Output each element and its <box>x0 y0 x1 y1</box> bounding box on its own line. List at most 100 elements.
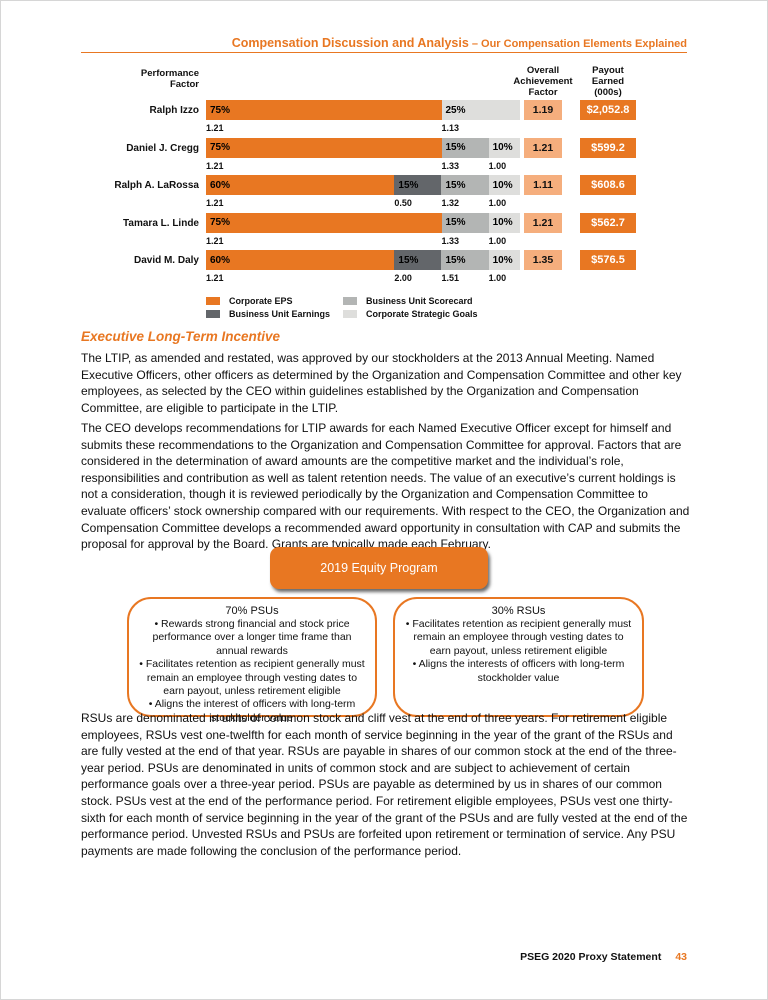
segment-factor-value: 1.21 <box>206 198 224 208</box>
stacked-bar: 60% 15% 15% 10% <box>206 250 520 270</box>
stacked-bar: 75% 25% <box>206 100 520 120</box>
diagram-bullet: • Facilitates retention as recipient gen… <box>405 618 632 657</box>
bar-segment-business_unit_scorecard: 15% <box>441 137 489 158</box>
overall-achievement-value: 1.19 <box>524 100 562 120</box>
payout-earned-value: $576.5 <box>580 250 636 270</box>
legend-label: Corporate EPS <box>229 296 293 306</box>
diagram-bullet: • Aligns the interest of officers with l… <box>148 698 356 724</box>
chart-row: Daniel J. Cregg 75% 15% 10% 1.21 1.33 1.00 1.21… <box>81 137 689 176</box>
legend-label: Business Unit Earnings <box>229 309 331 319</box>
stacked-bar: 75% 15% 10% <box>206 212 520 233</box>
segment-factor-value: 1.00 <box>488 160 507 171</box>
bar-segment-corporate_eps: 75% <box>206 100 442 120</box>
segment-factor-value: 1.33 <box>441 235 460 246</box>
legend-item: Business Unit Earnings <box>206 308 343 321</box>
payout-earned-header: Payout Earned (000s) <box>591 65 625 99</box>
executive-name: David M. Daly <box>133 255 199 266</box>
segment-factor-value: 2.00 <box>394 273 412 283</box>
equity-program-box: 2019 Equity Program <box>270 547 488 589</box>
psu-box: 70% PSUs • Rewards strong financial and … <box>127 597 377 724</box>
bar-segment-corporate_eps: 60% <box>206 175 395 195</box>
section-heading: Executive Long-Term Incentive <box>81 329 281 344</box>
footer-text: PSEG 2020 Proxy Statement <box>520 951 662 963</box>
page-number: 43 <box>675 951 687 963</box>
overall-achievement-header: Overall Achievement Factor <box>513 65 573 99</box>
chart-legend: Corporate EPS Business Unit Earnings Busin… <box>206 295 689 321</box>
chart-row: Ralph Izzo 75% 25% 1.21 1.13 1.19 $2,052.8 <box>81 100 689 138</box>
bar-segment-corporate_eps: 75% <box>206 137 442 158</box>
payout-earned-value: $608.6 <box>580 175 636 195</box>
paragraph-ceo-recommendations: The CEO develops recommendations for LTI… <box>81 421 690 552</box>
executive-name: Ralph A. LaRossa <box>114 180 199 191</box>
legend-column: Business Unit Scorecard Corporate Strateg… <box>343 295 478 321</box>
segment-factor-value: 0.50 <box>394 198 412 208</box>
overall-achievement-value: 1.21 <box>524 212 562 233</box>
segment-factor-value: 1.32 <box>441 198 460 208</box>
chart-row: Ralph A. LaRossa 60% 15% 15% 10% 1.21 0.50 1.32… <box>81 175 689 213</box>
factor-values: 1.21 1.33 1.00 <box>206 161 520 173</box>
header-subtitle: – Our Compensation Elements Explained <box>468 38 687 50</box>
bar-segment-corporate_strategic_goals: 10% <box>488 250 520 270</box>
legend-label: Corporate Strategic Goals <box>366 309 478 319</box>
factor-values: 1.21 2.00 1.51 1.00 <box>206 273 520 285</box>
payout-earned-value: $562.7 <box>580 212 636 233</box>
paragraph-rsu-psu-vesting: RSUs are denominated in units of common … <box>81 711 688 858</box>
bar-segment-corporate_strategic_goals: 25% <box>441 100 520 120</box>
bar-segment-corporate_strategic_goals: 10% <box>488 175 520 195</box>
bar-segment-business_unit_earnings: 15% <box>394 175 442 195</box>
chart-row: Tamara L. Linde 75% 15% 10% 1.21 1.33 1.00 1.21… <box>81 212 689 251</box>
payout-earned-value: $599.2 <box>580 137 636 158</box>
bar-segment-corporate_eps: 60% <box>206 250 395 270</box>
stacked-bar: 75% 15% 10% <box>206 137 520 158</box>
psu-box-title: 70% PSUs <box>225 605 279 617</box>
bar-segment-business_unit_scorecard: 15% <box>441 250 489 270</box>
chart-rows: Ralph Izzo 75% 25% 1.21 1.13 1.19 $2,052.8 Dani… <box>81 100 689 288</box>
factor-values: 1.21 0.50 1.32 1.00 <box>206 198 520 210</box>
legend-item: Corporate EPS <box>206 295 343 308</box>
diagram-bullet: • Rewards strong financial and stock pri… <box>152 618 352 657</box>
stacked-bar: 60% 15% 15% 10% <box>206 175 520 195</box>
executive-name: Daniel J. Cregg <box>126 142 199 154</box>
legend-column: Corporate EPS Business Unit Earnings <box>206 295 343 321</box>
rsu-box: 30% RSUs • Facilitates retention as reci… <box>393 597 644 717</box>
legend-item: Corporate Strategic Goals <box>343 308 478 321</box>
segment-factor-value: 1.21 <box>206 123 224 133</box>
segment-factor-value: 1.21 <box>206 235 224 246</box>
page-header: Compensation Discussion and Analysis – O… <box>81 34 687 52</box>
rsu-box-title: 30% RSUs <box>491 605 546 617</box>
bar-segment-corporate_strategic_goals: 10% <box>488 137 520 158</box>
page-footer: PSEG 2020 Proxy Statement 43 <box>520 951 687 963</box>
bar-segment-business_unit_scorecard: 15% <box>441 175 489 195</box>
diagram-bullet: • Facilitates retention as recipient gen… <box>139 658 365 698</box>
factor-values: 1.21 1.13 <box>206 123 520 135</box>
payout-earned-value: $2,052.8 <box>580 100 636 120</box>
performance-factor-header: Performance Factor <box>140 68 199 91</box>
header-title: Compensation Discussion and Analysis <box>231 36 469 50</box>
legend-swatch-business_unit_earnings <box>206 310 220 318</box>
paragraph-ltip-eligibility: The LTIP, as amended and restated, was a… <box>81 351 682 415</box>
segment-factor-value: 1.00 <box>488 273 507 283</box>
factor-values: 1.21 1.33 1.00 <box>206 236 520 248</box>
compensation-chart: Performance Factor Overall Achievement F… <box>81 65 689 321</box>
legend-item: Business Unit Scorecard <box>343 295 478 308</box>
segment-factor-value: 1.21 <box>206 160 224 171</box>
executive-name: Tamara L. Linde <box>123 217 199 229</box>
segment-factor-value: 1.13 <box>441 123 460 133</box>
overall-achievement-value: 1.35 <box>524 250 562 270</box>
legend-label: Business Unit Scorecard <box>366 296 473 306</box>
legend-swatch-corporate_eps <box>206 297 220 305</box>
bar-segment-corporate_eps: 75% <box>206 212 442 233</box>
executive-name: Ralph Izzo <box>149 105 199 116</box>
legend-swatch-corporate_strategic_goals <box>343 310 357 318</box>
segment-factor-value: 1.33 <box>441 160 460 171</box>
diagram-bullet: • Aligns the interests of officers with … <box>412 658 625 684</box>
overall-achievement-value: 1.21 <box>524 137 562 158</box>
bar-segment-business_unit_earnings: 15% <box>394 250 442 270</box>
overall-achievement-value: 1.11 <box>524 175 562 195</box>
chart-column-headers: Performance Factor Overall Achievement F… <box>81 65 689 100</box>
segment-factor-value: 1.51 <box>441 273 460 283</box>
segment-factor-value: 1.00 <box>488 235 507 246</box>
bar-segment-corporate_strategic_goals: 10% <box>488 212 520 233</box>
legend-swatch-business_unit_scorecard <box>343 297 357 305</box>
